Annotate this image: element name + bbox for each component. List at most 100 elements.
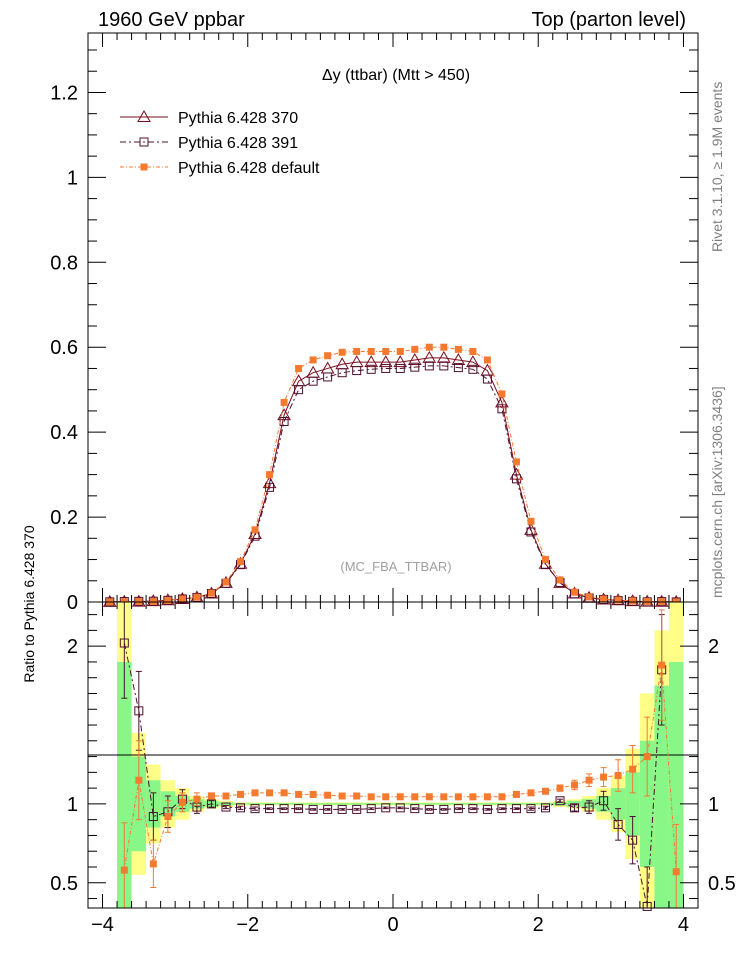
ratio-band-green (509, 803, 524, 805)
data-point-open-square (628, 596, 638, 606)
data-point-filled-square (178, 798, 186, 806)
data-point-triangle (137, 109, 151, 122)
data-point-filled-square (367, 347, 375, 355)
ratio-band-green (262, 803, 277, 805)
data-point-open-square (308, 804, 318, 814)
data-point-filled-square (266, 789, 274, 797)
data-point-filled-square (353, 792, 361, 800)
data-point-triangle (480, 363, 495, 376)
data-point-open-square (439, 361, 449, 371)
main-x-axis (102, 33, 684, 602)
ratio-band-green (291, 803, 306, 805)
ratio-band-green (218, 802, 234, 806)
data-point-filled-square (512, 458, 520, 466)
ratio-band-green (247, 803, 263, 805)
data-point-filled-square (643, 753, 651, 761)
data-point-open-square (148, 812, 158, 822)
data-point-filled-square (527, 789, 535, 797)
data-point-filled-square (135, 776, 143, 784)
ratio-line-1 (123, 665, 677, 872)
ratio-xtick-label: 2 (533, 914, 544, 936)
data-point-filled-square (324, 791, 332, 799)
data-point-open-square (482, 374, 492, 384)
ratio-line-0 (123, 642, 663, 907)
data-point-filled-square (614, 596, 622, 604)
side-rivet-label: Rivet 3.1.10, ≥ 1.9M events (709, 82, 725, 252)
ratio-band-green (639, 740, 655, 867)
ratio-band-green (465, 803, 481, 805)
data-point-filled-square (149, 860, 157, 868)
ratio-band-green (276, 803, 292, 805)
data-point-filled-square (193, 593, 201, 601)
ratio-band-green (407, 803, 423, 805)
data-point-filled-square (382, 793, 390, 801)
data-point-open-square (526, 804, 536, 814)
data-point-filled-square (309, 790, 317, 798)
data-point-open-square (482, 804, 492, 814)
data-point-filled-square (353, 347, 361, 355)
data-point-filled-square (140, 163, 148, 171)
data-point-open-square (308, 376, 318, 386)
data-point-open-square (352, 366, 362, 376)
ratio-band-green (349, 803, 364, 805)
data-point-open-square (497, 804, 507, 814)
data-point-filled-square (527, 517, 535, 525)
data-point-filled-square (629, 597, 637, 605)
data-point-filled-square (164, 596, 172, 604)
data-point-filled-square (237, 558, 244, 566)
data-point-filled-square (382, 347, 390, 355)
data-point-open-square (439, 804, 449, 814)
legend-label-1: Pythia 6.428 391 (178, 135, 298, 152)
data-point-open-square (468, 364, 478, 374)
ratio-band-green (654, 685, 669, 908)
header-left: 1960 GeV ppbar (98, 9, 245, 31)
header-right: Top (parton level) (531, 9, 686, 31)
legend-label-0: Pythia 6.428 370 (178, 110, 298, 127)
data-point-open-square (570, 803, 580, 813)
data-point-open-square (497, 404, 507, 414)
ratio-band-green (422, 803, 437, 805)
data-point-triangle (407, 352, 422, 365)
data-point-open-square (366, 364, 376, 374)
ratio-x-axis: −4 −2 0 2 4 (91, 602, 689, 936)
data-point-filled-square (600, 773, 608, 781)
ratio-xtick-label: 0 (387, 914, 398, 936)
main-y-axis: 0 0.2 0.4 0.6 0.8 1 1.2 (50, 49, 698, 614)
ratio-band-green (668, 661, 684, 908)
data-point-filled-square (178, 595, 186, 603)
data-point-filled-square (367, 793, 375, 801)
data-point-open-square (294, 385, 304, 395)
data-point-open-square (511, 804, 521, 814)
data-point-open-square (206, 799, 216, 809)
data-point-filled-square (542, 787, 549, 795)
data-point-filled-square (164, 813, 172, 821)
data-point-open-square (395, 803, 405, 813)
data-point-triangle (277, 408, 291, 421)
data-point-filled-square (672, 868, 680, 876)
data-point-filled-square (614, 772, 622, 780)
data-point-open-square (453, 804, 463, 814)
data-point-filled-square (440, 793, 448, 801)
data-point-filled-square (295, 364, 303, 372)
data-point-filled-square (280, 398, 288, 406)
ratio-band-green (117, 661, 132, 908)
data-point-filled-square (295, 790, 303, 798)
data-point-filled-square (542, 556, 549, 564)
ratio-series (119, 601, 680, 911)
data-point-filled-square (585, 776, 593, 784)
data-point-filled-square (454, 345, 462, 353)
data-point-triangle (291, 374, 306, 387)
data-point-triangle (466, 355, 480, 368)
series-line-1 (109, 365, 677, 603)
data-point-triangle (451, 352, 466, 365)
ratio-band-green (320, 803, 335, 805)
data-point-filled-square (251, 789, 259, 797)
legend: Pythia 6.428 370 Pythia 6.428 391 Pythia 6… (120, 109, 320, 177)
ratio-bands (117, 602, 684, 908)
data-point-filled-square (222, 578, 230, 586)
ratio-band-green (363, 803, 379, 805)
main-ytick-label: 0.2 (50, 507, 78, 529)
main-ytick-label: 0.8 (50, 252, 78, 274)
ratio-band-green (610, 788, 626, 820)
data-point-open-square (221, 802, 231, 812)
